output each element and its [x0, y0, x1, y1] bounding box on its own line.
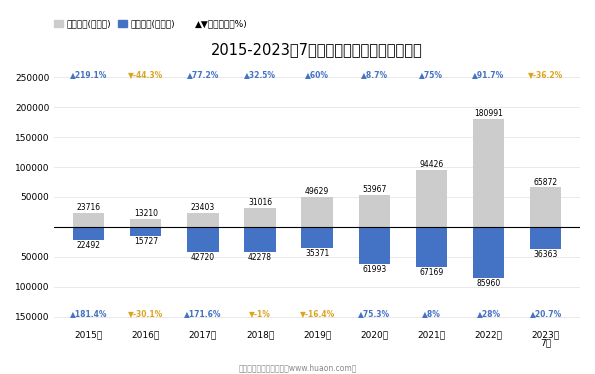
Text: ▲219.1%: ▲219.1%: [70, 70, 107, 79]
Bar: [530, 227, 562, 249]
Bar: [416, 227, 447, 267]
Text: 13210: 13210: [134, 209, 158, 218]
Text: ▲77.2%: ▲77.2%: [187, 70, 219, 79]
Text: 22492: 22492: [77, 241, 101, 250]
Text: 180991: 180991: [474, 109, 503, 118]
Text: ▲91.7%: ▲91.7%: [472, 70, 505, 79]
Text: ▲32.5%: ▲32.5%: [244, 70, 276, 79]
Bar: [359, 194, 390, 227]
Bar: [245, 208, 275, 227]
Text: 42278: 42278: [248, 253, 272, 262]
Text: ▲75.3%: ▲75.3%: [358, 309, 390, 318]
Bar: [187, 227, 218, 252]
Text: 36363: 36363: [534, 249, 558, 258]
Bar: [73, 227, 104, 240]
Text: ▼-44.3%: ▼-44.3%: [128, 70, 164, 79]
Bar: [130, 227, 161, 236]
Title: 2015-2023年7月南通综合保税区进、出口额: 2015-2023年7月南通综合保税区进、出口额: [211, 42, 423, 57]
Text: 15727: 15727: [134, 237, 158, 246]
Bar: [359, 227, 390, 264]
Text: 23716: 23716: [77, 203, 101, 212]
Bar: [245, 227, 275, 252]
Legend: 出口总额(万美元), 进口总额(万美元), ▲▼同比增速（%): 出口总额(万美元), 进口总额(万美元), ▲▼同比增速（%): [54, 19, 248, 28]
Text: 35371: 35371: [305, 249, 329, 258]
Text: 85960: 85960: [477, 279, 501, 288]
Text: ▲28%: ▲28%: [477, 309, 500, 318]
Text: ▼-1%: ▼-1%: [249, 309, 271, 318]
Bar: [130, 219, 161, 227]
Text: ▲181.4%: ▲181.4%: [70, 309, 107, 318]
Text: ▼-30.1%: ▼-30.1%: [128, 309, 164, 318]
Text: 49629: 49629: [305, 187, 329, 196]
Text: ▲8.7%: ▲8.7%: [361, 70, 388, 79]
Text: 42720: 42720: [191, 253, 215, 262]
Text: 制图：华经产业研究院（www.huaon.com）: 制图：华经产业研究院（www.huaon.com）: [239, 363, 356, 372]
Text: ▼-36.2%: ▼-36.2%: [528, 70, 563, 79]
Bar: [530, 187, 562, 227]
Text: ▲171.6%: ▲171.6%: [184, 309, 222, 318]
Text: 53967: 53967: [362, 185, 387, 194]
Text: ▲75%: ▲75%: [419, 70, 443, 79]
Bar: [416, 171, 447, 227]
Bar: [302, 227, 333, 248]
Text: 61993: 61993: [362, 265, 386, 274]
Text: 67169: 67169: [419, 268, 444, 277]
Text: ▼-16.4%: ▼-16.4%: [299, 309, 335, 318]
Text: 94426: 94426: [419, 160, 444, 169]
Text: 31016: 31016: [248, 199, 272, 208]
Bar: [473, 227, 505, 278]
Bar: [473, 119, 505, 227]
Text: ▲60%: ▲60%: [305, 70, 329, 79]
Bar: [187, 213, 218, 227]
Text: 23403: 23403: [191, 203, 215, 212]
Text: ▲8%: ▲8%: [422, 309, 441, 318]
Text: ▲20.7%: ▲20.7%: [530, 309, 562, 318]
Bar: [73, 213, 104, 227]
Bar: [302, 197, 333, 227]
Text: 65872: 65872: [534, 178, 558, 187]
